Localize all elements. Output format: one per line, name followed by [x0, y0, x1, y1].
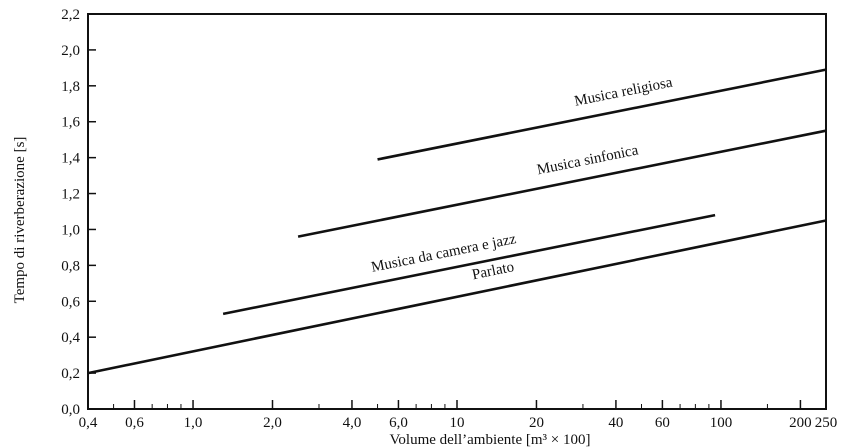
series-lines: [87, 68, 827, 375]
series-line: [297, 129, 827, 238]
y-tick-label: 0,4: [61, 330, 80, 346]
y-axis-title: Tempo di riverberazione [s]: [12, 137, 28, 304]
x-tick-label: 200: [789, 415, 812, 431]
y-tick-label: 1,2: [61, 187, 80, 203]
x-tick-label: 250: [815, 415, 838, 431]
y-tick-label: 1,6: [61, 115, 80, 131]
x-tick-label: 10: [450, 415, 465, 431]
x-tick-label: 0,4: [79, 415, 98, 431]
y-tick-label: 1,4: [61, 151, 80, 167]
x-tick-label: 60: [655, 415, 670, 431]
series-line: [87, 219, 827, 375]
x-tick-label: 40: [608, 415, 623, 431]
x-tick-label: 2,0: [263, 415, 282, 431]
y-tick-label: 0,8: [61, 258, 80, 274]
series-label: Musica sinfonica: [536, 142, 640, 178]
series-line: [377, 68, 827, 161]
y-tick-label: 0,6: [61, 294, 80, 310]
x-tick-label: 20: [529, 415, 544, 431]
series-label: Musica religiosa: [573, 74, 674, 109]
x-tick-label: 0,6: [125, 415, 144, 431]
y-tick-label: 0,2: [61, 366, 80, 382]
y-tick-label: 2,0: [61, 43, 80, 59]
y-tick-label: 1,0: [61, 222, 80, 238]
x-axis-ticks: 0,4 0,6 1,0 2,0 4,0 6,0 10 20 40 60 100 200 250: [79, 400, 838, 431]
y-axis-ticks: 0,0 0,2 0,4 0,6 0,8 1,0 1,2 1,4 1,6 1,8 2,0 2,2: [61, 7, 96, 418]
x-tick-label: 100: [710, 415, 733, 431]
x-tick-label: 1,0: [184, 415, 203, 431]
x-axis-title: Volume dell’ambiente [m³ × 100]: [390, 432, 591, 447]
y-tick-label: 0,0: [61, 402, 80, 418]
x-tick-label: 4,0: [343, 415, 362, 431]
x-tick-label: 6,0: [389, 415, 408, 431]
series-line: [222, 213, 716, 316]
y-tick-label: 2,2: [61, 7, 80, 23]
y-tick-label: 1,8: [61, 79, 80, 95]
